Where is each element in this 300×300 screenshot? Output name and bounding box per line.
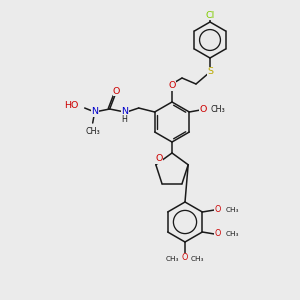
Text: CH₃: CH₃ <box>225 231 239 237</box>
Text: O: O <box>168 82 176 91</box>
Text: N: N <box>91 107 98 116</box>
Text: CH₃: CH₃ <box>85 127 100 136</box>
Text: Cl: Cl <box>206 11 214 20</box>
Text: O: O <box>200 106 207 115</box>
Text: O: O <box>113 86 120 95</box>
Text: CH₃: CH₃ <box>225 207 239 213</box>
Text: HO: HO <box>64 101 79 110</box>
Text: O: O <box>214 206 220 214</box>
Text: S: S <box>207 68 213 76</box>
Text: H: H <box>122 115 128 124</box>
Text: O: O <box>182 254 188 262</box>
Text: CH₃: CH₃ <box>210 106 225 115</box>
Text: N: N <box>121 107 128 116</box>
Text: O: O <box>155 154 163 164</box>
Text: O: O <box>214 230 220 238</box>
Text: CH₃: CH₃ <box>191 256 205 262</box>
Text: CH₃: CH₃ <box>166 256 179 262</box>
